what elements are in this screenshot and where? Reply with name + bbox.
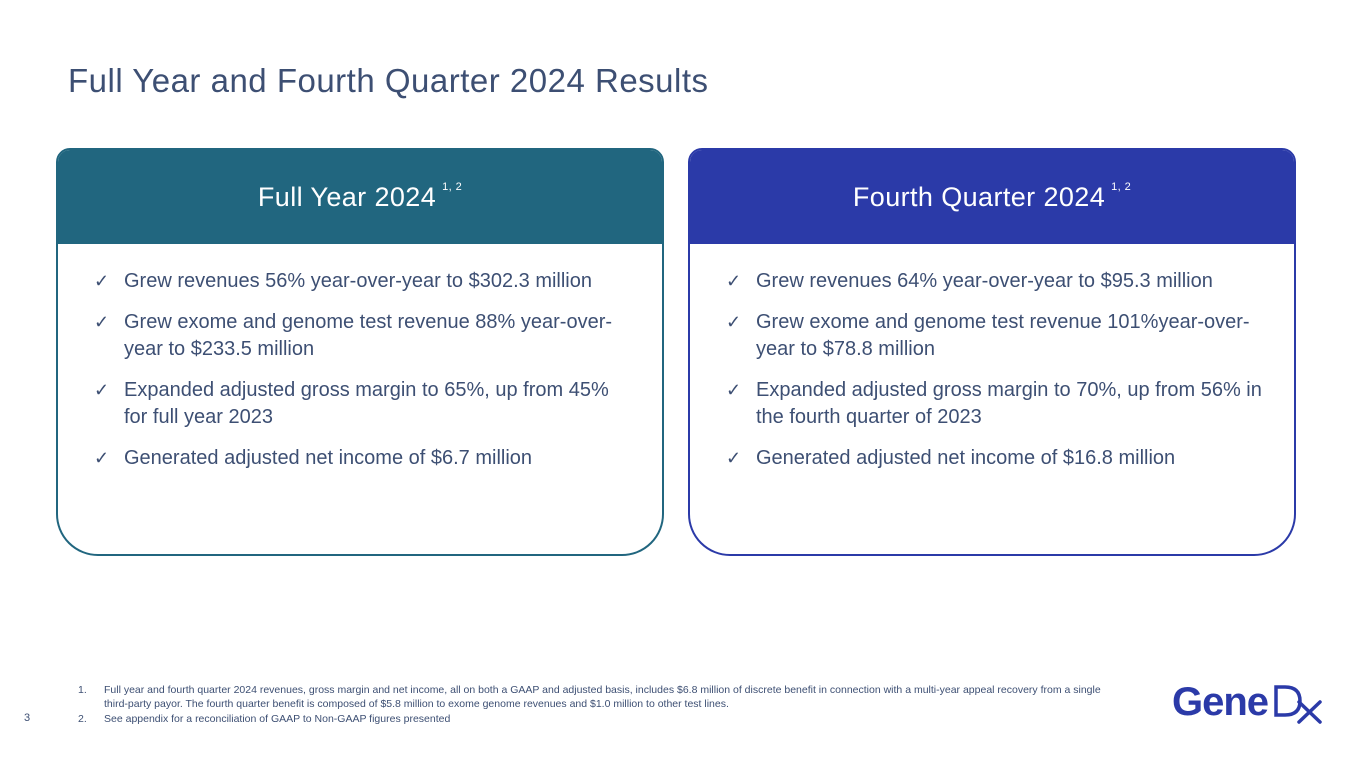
footnote-text: Full year and fourth quarter 2024 revenu… [104,684,1101,710]
list-item: ✓ Generated adjusted net income of $6.7 m… [94,445,632,472]
list-item: ✓ Grew revenues 64% year-over-year to $95… [726,268,1264,295]
checkmark-icon: ✓ [726,312,742,332]
svg-text:Gene: Gene [1172,680,1268,724]
full-year-card-header: Full Year 2024 1, 2 [58,150,662,244]
footnote: 2. See appendix for a reconciliation of G… [78,712,1108,726]
fourth-quarter-card: Fourth Quarter 2024 1, 2 ✓ Grew revenues … [688,148,1296,556]
bullet-text: Grew exome and genome test revenue 88% y… [124,311,613,360]
footnote-text: See appendix for a reconciliation of GAA… [104,713,451,725]
full-year-bullet-list: ✓ Grew revenues 56% year-over-year to $30… [58,244,662,472]
genedx-logo: Gene [1172,680,1322,724]
slide-title: Full Year and Fourth Quarter 2024 Result… [68,62,709,99]
checkmark-icon: ✓ [94,380,110,400]
list-item: ✓ Expanded adjusted gross margin to 70%, … [726,377,1264,431]
full-year-footnote-ref: 1, 2 [442,181,463,193]
footnote-number: 2. [78,713,87,725]
footnote: 1. Full year and fourth quarter 2024 reve… [78,683,1108,711]
full-year-card: Full Year 2024 1, 2 ✓ Grew revenues 56% y… [56,148,664,556]
list-item: ✓ Grew exome and genome test revenue 88% … [94,309,632,363]
bullet-text: Generated adjusted net income of $16.8 m… [756,447,1176,469]
fourth-quarter-bullet-list: ✓ Grew revenues 64% year-over-year to $95… [690,244,1294,472]
checkmark-icon: ✓ [726,271,742,291]
full-year-heading: Full Year 2024 [257,181,437,212]
fourth-quarter-heading: Fourth Quarter 2024 [852,181,1106,212]
list-item: ✓ Expanded adjusted gross margin to 65%, … [94,377,632,431]
fourth-quarter-footnote-ref: 1, 2 [1111,181,1132,193]
checkmark-icon: ✓ [726,380,742,400]
checkmark-icon: ✓ [94,448,110,468]
checkmark-icon: ✓ [726,448,742,468]
footnotes: 1. Full year and fourth quarter 2024 reve… [78,683,1108,727]
list-item: ✓ Grew revenues 56% year-over-year to $30… [94,268,632,295]
checkmark-icon: ✓ [94,312,110,332]
page-number: 3 [24,712,31,724]
bullet-text: Grew revenues 56% year-over-year to $302… [124,270,592,292]
bullet-text: Expanded adjusted gross margin to 65%, u… [124,379,609,428]
checkmark-icon: ✓ [94,271,110,291]
list-item: ✓ Generated adjusted net income of $16.8 … [726,445,1264,472]
list-item: ✓ Grew exome and genome test revenue 101%… [726,309,1264,363]
bullet-text: Grew exome and genome test revenue 101%y… [756,311,1250,360]
bullet-text: Generated adjusted net income of $6.7 mi… [124,447,533,469]
fourth-quarter-card-header: Fourth Quarter 2024 1, 2 [690,150,1294,244]
footnote-number: 1. [78,684,87,696]
bullet-text: Grew revenues 64% year-over-year to $95.… [756,270,1213,292]
bullet-text: Expanded adjusted gross margin to 70%, u… [756,379,1262,428]
